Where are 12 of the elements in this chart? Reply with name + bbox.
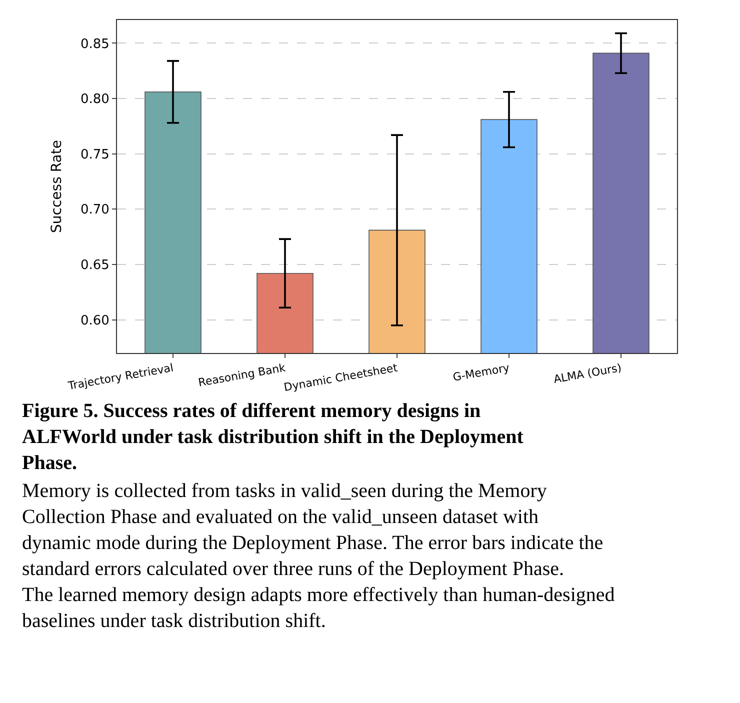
- y-tick-label: 0.80: [80, 92, 110, 108]
- text: Memory is collected from tasks in valid_seen during the Memory Collection Phase and evaluated on the valid_unseen dataset with dynamic mode during the Deployment Phase. The error bars indicate the standard errors calculated over three runs of the Deployment Phase. The learned memory design adapts more effectively than human-designed baselines under task distribution shift.: [22, 480, 615, 632]
- y-tick-label: 0.60: [80, 313, 110, 328]
- x-tick-label: G-Memory: [452, 361, 511, 384]
- y-tick-label: 0.85: [80, 36, 110, 52]
- y-axis-title: Success Rate: [49, 140, 66, 233]
- x-tick-label: Trajectory Retrieval: [66, 361, 174, 393]
- y-tick-label: 0.75: [80, 147, 110, 162]
- y-tick-label: 0.65: [80, 258, 110, 274]
- caption: Figure 5. Success rates of different memory designs in ALFWorld under task distribution shift in the Deployment Phase.: [22, 400, 524, 474]
- y-tick-label: 0.70: [80, 202, 110, 218]
- x-tick-label: ALMA (Ours): [552, 361, 622, 386]
